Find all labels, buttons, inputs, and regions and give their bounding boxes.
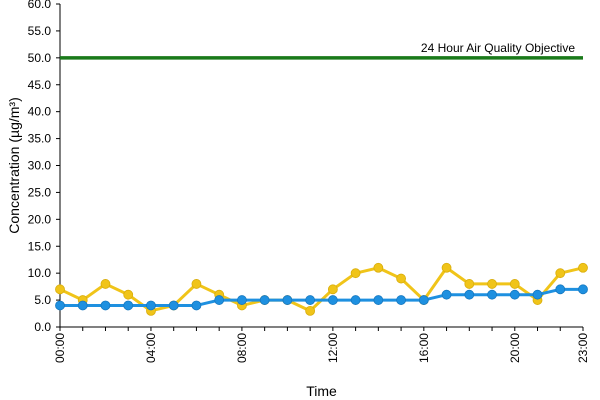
data-point: [509, 289, 520, 300]
x-tick-label: 08:00: [235, 333, 249, 363]
y-tick-label: 50.0: [28, 51, 52, 65]
data-point: [100, 279, 111, 289]
data-point: [350, 295, 361, 305]
x-tick-label: 00:00: [53, 333, 67, 363]
data-point: [373, 262, 384, 273]
x-tick-label: 20:00: [508, 333, 522, 363]
data-point: [373, 295, 384, 305]
x-tick-label: 12:00: [326, 333, 340, 363]
reference-line-group: 24 Hour Air Quality Objective: [60, 41, 583, 60]
data-point: [77, 300, 88, 311]
y-tick-label: 30.0: [28, 159, 52, 173]
y-tick-label: 40.0: [28, 105, 52, 119]
data-point: [578, 262, 588, 273]
y-tick-label: 20.0: [28, 212, 52, 226]
y-tick-label: 15.0: [28, 239, 52, 253]
data-point: [327, 284, 338, 295]
data-point: [237, 295, 247, 305]
y-axis-title: Concentration (µg/m³): [6, 97, 22, 233]
data-point: [464, 289, 475, 300]
y-tick-label: 45.0: [28, 78, 52, 92]
data-point: [509, 279, 520, 289]
data-point: [305, 305, 316, 316]
y-tick-label: 5.0: [34, 293, 51, 307]
series-2: [55, 284, 588, 311]
y-tick-label: 10.0: [28, 266, 52, 280]
data-point: [396, 273, 406, 284]
data-point: [100, 300, 111, 311]
data-point: [578, 284, 588, 295]
y-tick-label: 60.0: [28, 0, 52, 11]
x-tick-label: 23:00: [576, 333, 590, 363]
y-axis-ticks: 0.0 5.0 10.0 15.0 20.0 25.0 30.0 35.0 40.0 45.0 50…: [28, 0, 60, 334]
data-point: [146, 300, 156, 311]
data-point: [532, 289, 543, 300]
series-group: [55, 262, 588, 316]
data-point: [214, 295, 225, 305]
series-1: [55, 262, 588, 316]
data-point: [396, 295, 406, 305]
data-point: [441, 262, 452, 273]
y-tick-label: 25.0: [28, 185, 52, 199]
data-point: [418, 295, 429, 305]
data-point: [350, 268, 361, 279]
data-point: [487, 279, 497, 289]
data-point: [327, 295, 338, 305]
data-point: [464, 279, 475, 289]
data-point: [555, 284, 566, 295]
data-point: [191, 279, 202, 289]
y-tick-label: 35.0: [28, 132, 52, 146]
data-point: [555, 268, 566, 279]
y-tick-label: 0.0: [34, 320, 51, 334]
data-point: [282, 295, 293, 305]
data-point: [487, 289, 497, 300]
data-point: [55, 300, 65, 311]
x-tick-label: 16:00: [417, 333, 431, 363]
data-point: [168, 300, 179, 311]
y-tick-label: 55.0: [28, 24, 52, 38]
data-point: [55, 284, 65, 295]
x-axis-title: Time: [306, 383, 337, 399]
data-point: [123, 289, 134, 300]
x-axis-ticks: 00:00 04:00 08:00 12:00 16:00 20:00 23:00: [53, 327, 590, 363]
x-tick-label: 04:00: [144, 333, 158, 363]
objective-label: 24 Hour Air Quality Objective: [421, 41, 575, 55]
data-point: [191, 300, 202, 311]
data-point: [123, 300, 134, 311]
data-point: [441, 289, 452, 300]
data-point: [305, 295, 316, 305]
data-point: [259, 295, 270, 305]
